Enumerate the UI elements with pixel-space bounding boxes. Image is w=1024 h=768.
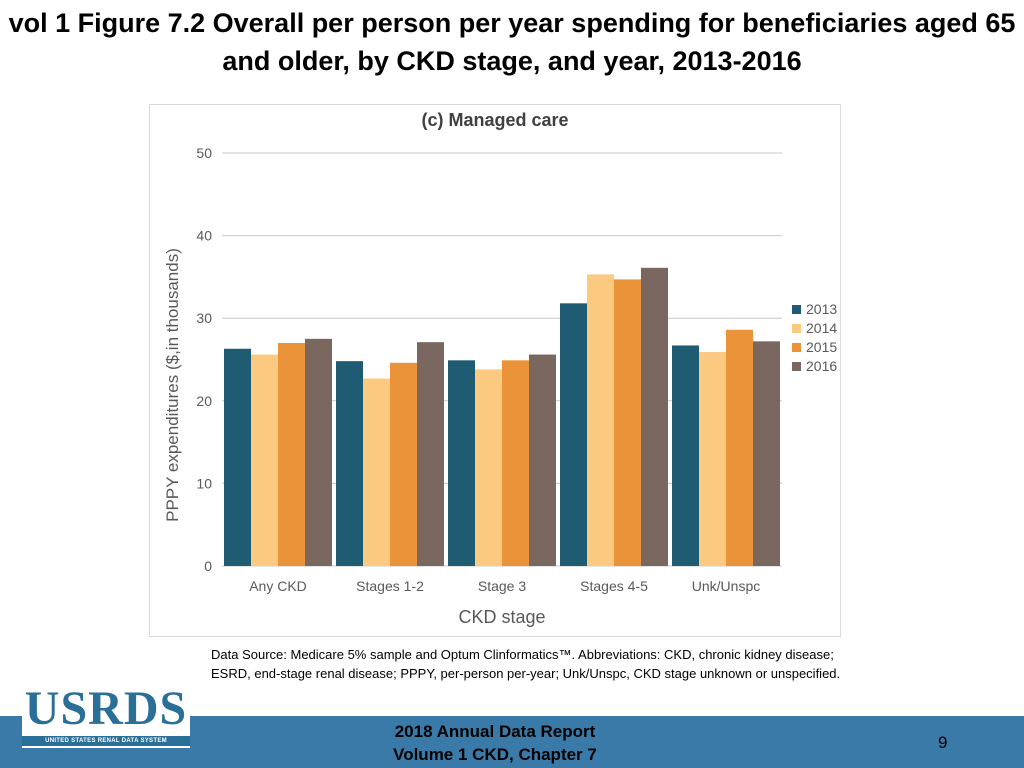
data-source-footnote: Data Source: Medicare 5% sample and Optu…	[211, 647, 841, 681]
logo-subtitle: UNITED STATES RENAL DATA SYSTEM	[22, 736, 190, 746]
legend-label-2014: 2014	[806, 320, 837, 336]
bar-2016-any-ckd	[305, 338, 332, 566]
x-tick-label: Any CKD	[249, 578, 307, 594]
page-number: 9	[938, 733, 948, 752]
chart-legend: 2013 2014 2015 2016	[792, 301, 837, 374]
x-axis-ticks: Any CKD Stages 1-2 Stage 3 Stages 4-5 Unk/Un…	[249, 578, 760, 594]
bar-2014-unk-unspc	[699, 352, 726, 566]
y-tick-label: 0	[204, 558, 212, 574]
bar-2013-stage-3	[448, 360, 475, 566]
legend-swatch-2013	[792, 305, 801, 314]
slide-title: vol 1 Figure 7.2 Overall per person per …	[8, 8, 1016, 76]
footer-report-title: 2018 Annual Data Report	[394, 722, 596, 741]
usrds-logo: USRDS UNITED STATES RENAL DATA SYSTEM	[22, 682, 190, 748]
bar-2013-stages-4-5	[560, 303, 587, 566]
footer-caption: 2018 Annual Data Report Volume 1 CKD, Ch…	[0, 720, 990, 766]
x-tick-label: Stages 4-5	[580, 578, 648, 594]
x-tick-label: Stage 3	[478, 578, 526, 594]
y-axis-title: PPPY expenditures ($,in thousands)	[163, 248, 182, 522]
bar-2013-unk-unspc	[672, 345, 699, 566]
bar-chart: (c) Managed care 0 10 20 30 40 50 Any CKD Stag…	[163, 110, 837, 627]
legend-label-2016: 2016	[806, 358, 837, 374]
legend-label-2015: 2015	[806, 339, 837, 355]
bar-2015-stages-4-5	[614, 279, 641, 566]
legend-swatch-2016	[792, 362, 801, 371]
bar-2016-unk-unspc	[753, 341, 780, 566]
y-tick-label: 50	[196, 145, 212, 161]
bar-2016-stages-1-2	[417, 342, 444, 566]
bar-2015-stage-3	[502, 360, 529, 566]
y-tick-label: 20	[196, 393, 212, 409]
logo-wordmark: USRDS	[24, 682, 188, 735]
legend-label-2013: 2013	[806, 301, 837, 317]
bar-2015-unk-unspc	[726, 329, 753, 566]
bar-2015-stages-1-2	[390, 362, 417, 566]
bar-2014-stages-1-2	[363, 378, 390, 566]
chart-title: (c) Managed care	[421, 110, 568, 130]
y-tick-label: 30	[196, 310, 212, 326]
bar-2016-stages-4-5	[641, 267, 668, 566]
x-axis-title: CKD stage	[458, 607, 545, 627]
x-tick-label: Unk/Unspc	[692, 578, 760, 594]
bar-2013-stages-1-2	[336, 361, 363, 566]
chart-frame: (c) Managed care 0 10 20 30 40 50 Any CKD Stag…	[149, 104, 841, 637]
y-axis-ticks: 0 10 20 30 40 50	[196, 145, 212, 574]
y-tick-label: 40	[196, 228, 212, 244]
footer-volume-chapter: Volume 1 CKD, Chapter 7	[393, 745, 597, 764]
legend-swatch-2015	[792, 343, 801, 352]
y-tick-label: 10	[196, 475, 212, 491]
bar-2014-any-ckd	[251, 354, 278, 566]
bar-2015-any-ckd	[278, 342, 305, 566]
bar-2014-stage-3	[475, 369, 502, 566]
bar-series	[224, 267, 780, 566]
bar-2016-stage-3	[529, 354, 556, 566]
bar-2013-any-ckd	[224, 348, 251, 566]
legend-swatch-2014	[792, 324, 801, 333]
bar-2014-stages-4-5	[587, 274, 614, 566]
x-tick-label: Stages 1-2	[356, 578, 424, 594]
